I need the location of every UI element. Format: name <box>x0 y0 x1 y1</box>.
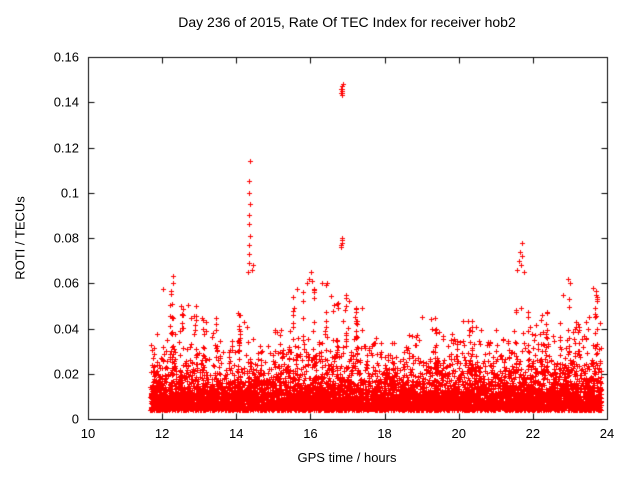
x-tick-label: 18 <box>377 426 392 441</box>
x-tick-label: 14 <box>229 426 244 441</box>
x-tick-label: 24 <box>599 426 615 441</box>
y-axis-label: ROTI / TECUs <box>12 196 28 280</box>
x-tick-label: 22 <box>525 426 541 441</box>
x-tick-label: 16 <box>303 426 318 441</box>
y-tick-label: 0.08 <box>53 230 79 246</box>
x-tick-label: 12 <box>154 426 170 441</box>
x-axis-label: GPS time / hours <box>297 450 397 465</box>
y-tick-label: 0.1 <box>60 185 79 201</box>
y-tick-label: 0.02 <box>53 366 79 382</box>
y-tick-label: 0.12 <box>53 140 79 155</box>
x-tick-label: 10 <box>80 426 96 441</box>
chart-title: Day 236 of 2015, Rate Of TEC Index for r… <box>178 14 516 30</box>
y-tick-label: 0.06 <box>53 275 79 291</box>
y-tick-label: 0 <box>71 411 79 427</box>
y-tick-label: 0.04 <box>53 321 79 336</box>
y-tick-label: 0.16 <box>53 49 79 65</box>
x-tick-label: 20 <box>451 426 466 441</box>
y-tick-label: 0.14 <box>53 94 79 110</box>
